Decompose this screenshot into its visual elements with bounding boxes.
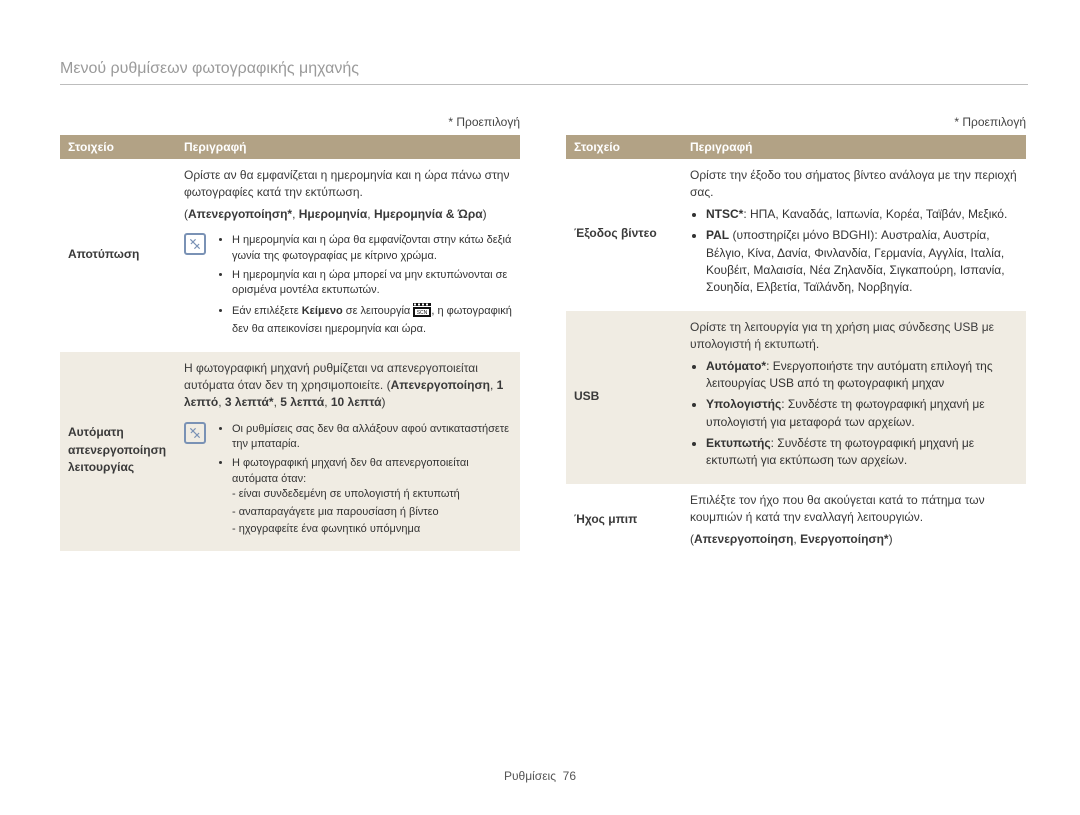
page-title: Μενού ρυθμίσεων φωτογραφικής μηχανής bbox=[60, 60, 1028, 78]
option-item: Αυτόματο*: Ενεργοποιήστε την αυτόματη επ… bbox=[706, 358, 1018, 393]
page-footer: Ρυθμίσεις 76 bbox=[0, 769, 1080, 783]
item-cell-video-out: Έξοδος βίντεο bbox=[566, 159, 682, 311]
settings-table-left: Στοιχείο Περιγραφή Αποτύπωση Ορίστε αν θ… bbox=[60, 135, 520, 551]
table-row: USB Ορίστε τη λειτουργία για τη χρήση μι… bbox=[566, 311, 1026, 484]
note-icon bbox=[184, 233, 206, 255]
note-item: Οι ρυθμίσεις σας δεν θα αλλάξουν αφού αν… bbox=[232, 422, 512, 453]
col-header-desc: Περιγραφή bbox=[176, 135, 520, 159]
default-label-right: * Προεπιλογή bbox=[566, 115, 1026, 129]
imprint-options: (Απενεργοποίηση*, Ημερομηνία, Ημερομηνία… bbox=[184, 206, 512, 223]
option-item: PAL (υποστηρίζει μόνο BDGHI): Αυστραλία,… bbox=[706, 227, 1018, 297]
svg-text:SCN: SCN bbox=[417, 310, 428, 316]
note-item: Η ημερομηνία και η ώρα μπορεί να μην εκτ… bbox=[232, 268, 512, 299]
imprint-notes: Η ημερομηνία και η ώρα θα εμφανίζονται σ… bbox=[216, 233, 512, 341]
beep-options: (Απενεργοποίηση, Ενεργοποίηση*) bbox=[690, 531, 1018, 548]
desc-cell-usb: Ορίστε τη λειτουργία για τη χρήση μιας σ… bbox=[682, 311, 1026, 484]
autooff-notes: Οι ρυθμίσεις σας δεν θα αλλάξουν αφού αν… bbox=[216, 422, 512, 542]
page-root: Μενού ρυθμίσεων φωτογραφικής μηχανής * Π… bbox=[0, 0, 1080, 815]
col-header-item: Στοιχείο bbox=[566, 135, 682, 159]
title-rule bbox=[60, 84, 1028, 85]
settings-table-right: Στοιχείο Περιγραφή Έξοδος βίντεο Ορίστε … bbox=[566, 135, 1026, 558]
note-subitem: ηχογραφείτε ένα φωνητικό υπόμνημα bbox=[232, 522, 512, 537]
note-item: Η φωτογραφική μηχανή δεν θα απενεργοποιε… bbox=[232, 456, 512, 537]
desc-cell-autooff: Η φωτογραφική μηχανή ρυθμίζεται να απενε… bbox=[176, 352, 520, 552]
two-columns: * Προεπιλογή Στοιχείο Περιγραφή Αποτύπωσ… bbox=[60, 115, 1028, 558]
video-out-intro: Ορίστε την έξοδο του σήματος βίντεο ανάλ… bbox=[690, 167, 1018, 202]
note-box: Οι ρυθμίσεις σας δεν θα αλλάξουν αφού αν… bbox=[184, 422, 512, 542]
imprint-intro: Ορίστε αν θα εμφανίζεται η ημερομηνία κα… bbox=[184, 167, 512, 202]
note-item: Εάν επιλέξετε Κείμενο σε λειτουργία SCN,… bbox=[232, 303, 512, 338]
table-row: Αυτόματη απενεργοποίηση λειτουργίας Η φω… bbox=[60, 352, 520, 552]
desc-cell-video-out: Ορίστε την έξοδο του σήματος βίντεο ανάλ… bbox=[682, 159, 1026, 311]
table-row: Αποτύπωση Ορίστε αν θα εμφανίζεται η ημε… bbox=[60, 159, 520, 352]
note-icon bbox=[184, 422, 206, 444]
item-cell-usb: USB bbox=[566, 311, 682, 484]
footer-section: Ρυθμίσεις bbox=[504, 769, 556, 783]
option-item: NTSC*: ΗΠΑ, Καναδάς, Ιαπωνία, Κορέα, Ταϊ… bbox=[706, 206, 1018, 223]
option-item: Υπολογιστής: Συνδέστε τη φωτογραφική μηχ… bbox=[706, 396, 1018, 431]
desc-cell-imprint: Ορίστε αν θα εμφανίζεται η ημερομηνία κα… bbox=[176, 159, 520, 352]
note-subitem: αναπαραγάγετε μια παρουσίαση ή βίντεο bbox=[232, 505, 512, 520]
desc-cell-beep: Επιλέξτε τον ήχο που θα ακούγεται κατά τ… bbox=[682, 484, 1026, 558]
beep-intro: Επιλέξτε τον ήχο που θα ακούγεται κατά τ… bbox=[690, 492, 1018, 527]
note-subitem: είναι συνδεδεμένη σε υπολογιστή ή εκτυπω… bbox=[232, 487, 512, 502]
option-item: Εκτυπωτής: Συνδέστε τη φωτογραφική μηχαν… bbox=[706, 435, 1018, 470]
footer-page: 76 bbox=[563, 769, 576, 783]
video-out-options: NTSC*: ΗΠΑ, Καναδάς, Ιαπωνία, Κορέα, Ταϊ… bbox=[690, 206, 1018, 297]
item-cell-autooff: Αυτόματη απενεργοποίηση λειτουργίας bbox=[60, 352, 176, 552]
table-row: Ήχος μπιπ Επιλέξτε τον ήχο που θα ακούγε… bbox=[566, 484, 1026, 558]
col-header-item: Στοιχείο bbox=[60, 135, 176, 159]
col-header-desc: Περιγραφή bbox=[682, 135, 1026, 159]
table-row: Έξοδος βίντεο Ορίστε την έξοδο του σήματ… bbox=[566, 159, 1026, 311]
default-label-left: * Προεπιλογή bbox=[60, 115, 520, 129]
note-item: Η ημερομηνία και η ώρα θα εμφανίζονται σ… bbox=[232, 233, 512, 264]
right-column: * Προεπιλογή Στοιχείο Περιγραφή Έξοδος β… bbox=[566, 115, 1026, 558]
usb-intro: Ορίστε τη λειτουργία για τη χρήση μιας σ… bbox=[690, 319, 1018, 354]
note-box: Η ημερομηνία και η ώρα θα εμφανίζονται σ… bbox=[184, 233, 512, 341]
item-cell-imprint: Αποτύπωση bbox=[60, 159, 176, 352]
left-column: * Προεπιλογή Στοιχείο Περιγραφή Αποτύπωσ… bbox=[60, 115, 520, 558]
note-sublist: είναι συνδεδεμένη σε υπολογιστή ή εκτυπω… bbox=[232, 487, 512, 537]
scene-mode-icon: SCN bbox=[413, 303, 431, 322]
usb-options: Αυτόματο*: Ενεργοποιήστε την αυτόματη επ… bbox=[690, 358, 1018, 470]
item-cell-beep: Ήχος μπιπ bbox=[566, 484, 682, 558]
